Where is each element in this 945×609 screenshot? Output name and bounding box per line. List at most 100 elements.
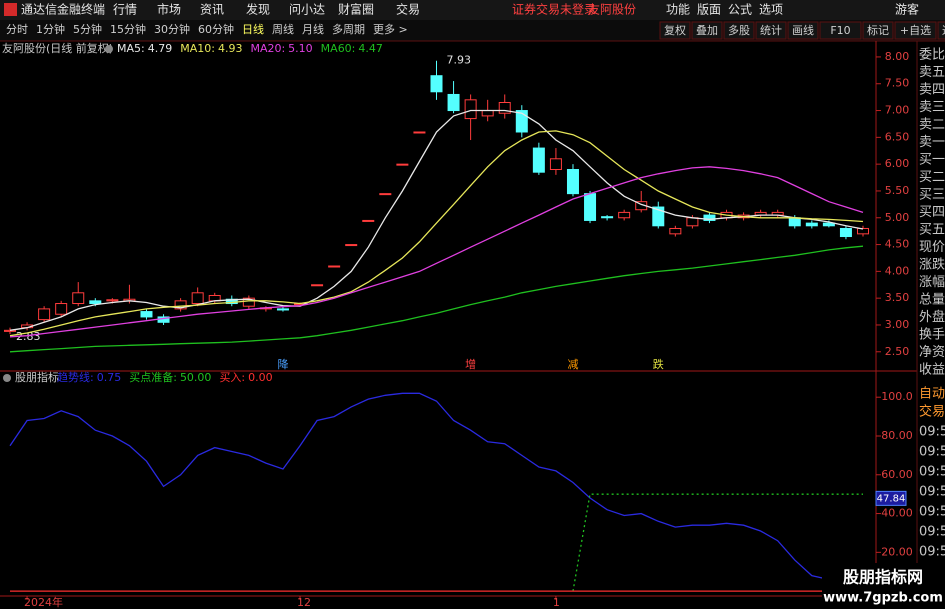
- period-button[interactable]: 周线: [272, 22, 294, 36]
- sidebar-label: 卖三: [919, 100, 945, 115]
- menu-item[interactable]: 市场: [157, 2, 181, 17]
- app-logo: [4, 3, 17, 16]
- y-tick-label: 6.50: [885, 130, 910, 143]
- candle-body: [566, 169, 579, 195]
- tool-button-frame[interactable]: [659, 21, 691, 40]
- y-tick-label: 8.00: [885, 50, 910, 63]
- tool-button-frame[interactable]: [894, 21, 937, 40]
- legend-value: 50.00: [180, 371, 212, 384]
- candle-body: [686, 217, 699, 227]
- period-button[interactable]: 分时: [6, 23, 28, 36]
- period-button[interactable]: 60分钟: [198, 22, 234, 36]
- tool-button-frame[interactable]: [937, 21, 945, 40]
- y-tick-label: 7.00: [885, 104, 910, 117]
- series-line: [9, 245, 864, 353]
- legend-value: 0.75: [97, 371, 122, 384]
- y-tick-label: 4.00: [885, 264, 910, 277]
- y-tick-label: 60.00: [881, 468, 913, 481]
- candle-body: [481, 110, 494, 117]
- tool-button-frame[interactable]: [755, 21, 787, 40]
- candle-body: [89, 300, 102, 305]
- legend-value: 5.10: [288, 42, 313, 55]
- sidebar-label: 09:55: [919, 485, 945, 500]
- candle-body: [652, 206, 665, 227]
- candle-body: [669, 227, 682, 235]
- sidebar-label: 交易: [919, 404, 945, 420]
- tool-button[interactable]: 多股: [728, 23, 750, 37]
- cursor-box: [875, 490, 907, 506]
- y-tick-label: 2.50: [885, 345, 910, 358]
- series-line: [9, 166, 864, 338]
- period-button[interactable]: 月线: [302, 22, 324, 36]
- legend-name: 趋势线:: [57, 370, 94, 384]
- menu-right-item[interactable]: 功能: [666, 3, 690, 17]
- period-button[interactable]: 1分钟: [36, 22, 65, 36]
- tool-button[interactable]: 返回: [942, 24, 945, 37]
- menu-item[interactable]: 财富圈: [338, 2, 374, 17]
- sidebar-label: 卖五: [919, 65, 945, 80]
- candle-body: [140, 311, 153, 318]
- sidebar-label: 收益: [919, 363, 945, 378]
- menu-item[interactable]: 问小达: [289, 3, 325, 17]
- sidebar-label: 卖二: [919, 118, 945, 133]
- candle-body: [276, 308, 289, 311]
- tool-button[interactable]: +自选: [900, 24, 931, 37]
- tool-button-frame[interactable]: [862, 21, 894, 40]
- signal-label: 降: [277, 357, 288, 371]
- candle-body: [430, 75, 443, 93]
- candle-body: [191, 292, 204, 305]
- candle-body: [4, 329, 16, 332]
- tool-button[interactable]: F10: [830, 24, 850, 37]
- tool-button[interactable]: 标记: [867, 23, 889, 37]
- tool-button-frame[interactable]: [787, 21, 819, 40]
- menu-bar: [0, 0, 945, 20]
- series-line: [9, 109, 864, 331]
- menu-right-item[interactable]: 选项: [759, 3, 783, 17]
- sidebar-label: 09:55: [919, 465, 945, 480]
- period-button[interactable]: 15分钟: [110, 22, 146, 36]
- sidebar-label: 换手: [919, 328, 945, 343]
- sidebar-label: 卖四: [919, 83, 945, 98]
- user[interactable]: 游客: [895, 2, 919, 17]
- period-button[interactable]: 5分钟: [73, 22, 102, 36]
- tool-button[interactable]: 复权: [664, 23, 686, 37]
- sidebar-label: 现价: [919, 240, 945, 255]
- tool-button[interactable]: 统计: [760, 24, 782, 37]
- menu-item[interactable]: 交易: [396, 2, 420, 17]
- tool-button-frame[interactable]: [819, 21, 862, 40]
- candle-body: [174, 300, 187, 310]
- sidebar-label: 外盘: [919, 309, 945, 325]
- x-tick-label: 12: [297, 596, 311, 609]
- candle-body: [584, 193, 597, 221]
- sidebar-label: 净资: [919, 345, 945, 360]
- candle-body: [328, 265, 341, 268]
- candle-body: [106, 299, 119, 302]
- candle-body: [788, 217, 801, 227]
- tool-button-frame[interactable]: [691, 21, 723, 40]
- period-button[interactable]: 更多 >: [373, 22, 408, 36]
- period-button[interactable]: 多周期: [332, 22, 365, 36]
- candle-body: [362, 219, 375, 222]
- tool-button-frame[interactable]: [723, 21, 755, 40]
- tool-button[interactable]: 画线: [792, 23, 814, 37]
- legend-value: 0.00: [248, 371, 273, 384]
- tool-button[interactable]: 叠加: [696, 24, 718, 37]
- menu-right-item[interactable]: 公式: [728, 3, 752, 17]
- period-button[interactable]: 日线: [242, 22, 264, 36]
- y-tick-label: 80.00: [881, 429, 913, 442]
- candle-body: [413, 131, 426, 134]
- period-button[interactable]: 30分钟: [154, 22, 190, 36]
- menu-item[interactable]: 资讯: [200, 3, 224, 17]
- menu-item[interactable]: 发现: [246, 2, 270, 17]
- menu-right-item[interactable]: 版面: [697, 3, 721, 17]
- menu-item[interactable]: 行情: [113, 3, 137, 17]
- candle-body: [822, 222, 835, 227]
- candle-body: [464, 99, 477, 120]
- sidebar-label: 买四: [919, 205, 945, 220]
- candle-body: [311, 284, 324, 287]
- candle-body: [38, 308, 51, 321]
- legend-icon[interactable]: [105, 45, 113, 53]
- signal-label: 增: [465, 357, 476, 371]
- legend-icon[interactable]: [3, 374, 11, 382]
- legend-value: 4.47: [358, 42, 383, 55]
